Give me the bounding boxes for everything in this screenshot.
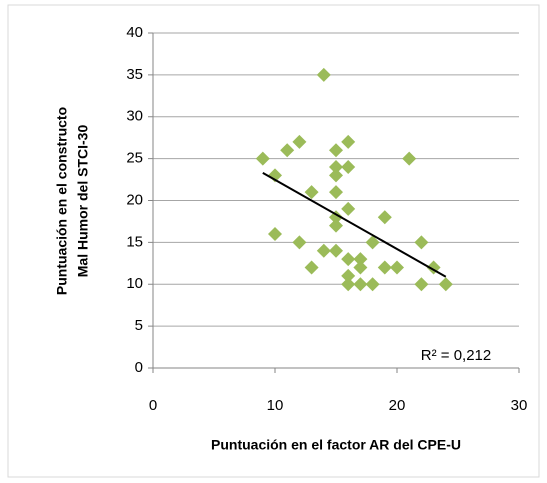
y-tick-label: 15 <box>126 233 143 250</box>
point <box>329 185 343 200</box>
point <box>414 235 429 250</box>
point <box>292 134 307 149</box>
point <box>329 143 343 158</box>
point <box>341 252 356 267</box>
y-tick-label: 35 <box>126 66 143 83</box>
y-tick-label: 30 <box>126 108 143 125</box>
point <box>341 134 356 149</box>
point <box>316 243 331 258</box>
point <box>377 260 392 275</box>
y-tick-label: 10 <box>126 275 143 292</box>
chart-border <box>7 4 540 478</box>
y-axis-title: Puntuación en el constructo <box>54 107 70 295</box>
y-tick-label: 0 <box>135 359 143 376</box>
trendline <box>262 171 447 278</box>
point <box>353 252 368 267</box>
x-tick-label: 0 <box>149 397 157 414</box>
point <box>255 151 270 166</box>
point <box>365 277 380 292</box>
point <box>329 160 343 174</box>
point <box>341 201 356 216</box>
point <box>316 67 331 82</box>
y-tick-label: 25 <box>126 150 143 167</box>
point <box>390 260 404 275</box>
point <box>329 210 343 225</box>
point <box>341 160 356 174</box>
point <box>292 235 307 250</box>
point <box>329 168 343 183</box>
point <box>304 185 319 200</box>
point <box>280 143 295 158</box>
x-axis-title: Puntuación en el factor AR del CPE-U <box>211 437 461 453</box>
x-tick-label: 30 <box>511 397 528 414</box>
point <box>268 227 282 241</box>
point <box>304 260 319 275</box>
y-tick-label: 20 <box>126 191 143 208</box>
annotation: R² = 0,212 <box>421 347 491 364</box>
point <box>353 277 368 292</box>
point <box>377 210 392 225</box>
point <box>438 277 453 292</box>
x-tick-label: 20 <box>389 397 406 414</box>
point <box>353 260 368 275</box>
y-tick-label: 40 <box>126 24 143 41</box>
y-axis-title: Mal Humor del STCI-30 <box>75 125 91 278</box>
point <box>329 243 343 258</box>
y-tick-label: 5 <box>135 317 143 334</box>
point <box>414 277 429 292</box>
point <box>402 151 417 166</box>
point <box>341 277 356 292</box>
point <box>365 235 380 250</box>
point <box>329 218 343 233</box>
x-tick-label: 10 <box>267 397 284 414</box>
point <box>341 268 356 283</box>
